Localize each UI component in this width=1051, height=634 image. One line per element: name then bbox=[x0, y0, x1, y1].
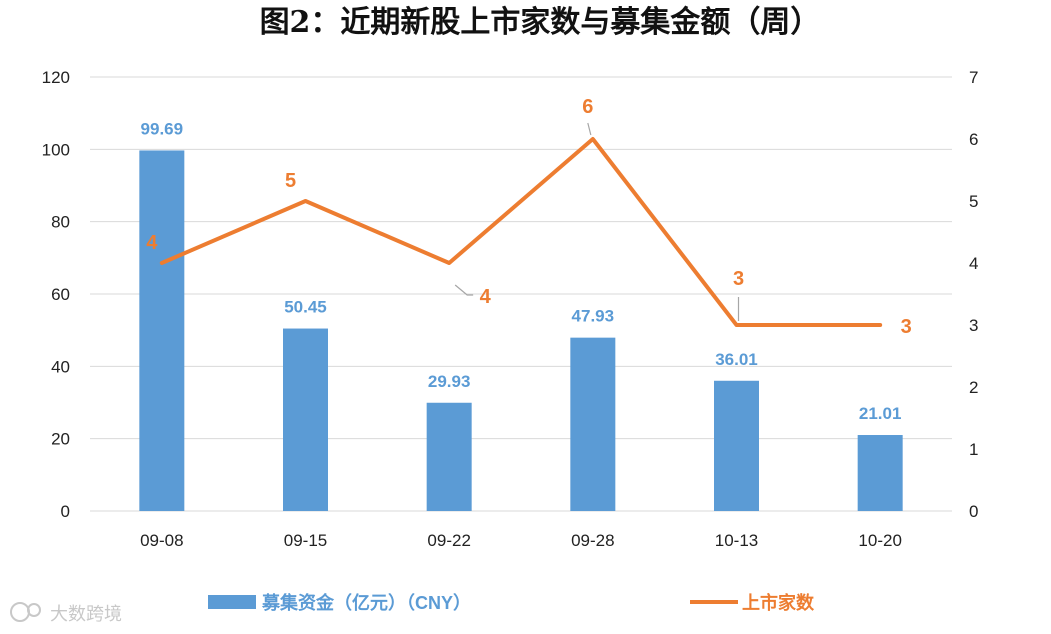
y-right-tick-label: 4 bbox=[969, 254, 978, 273]
line-point bbox=[591, 137, 595, 141]
x-tick-label: 09-22 bbox=[427, 531, 470, 550]
y-axis-left: 0 20 40 60 80 100 120 bbox=[42, 68, 70, 521]
bar bbox=[857, 435, 903, 511]
bar-data-label: 50.45 bbox=[284, 298, 327, 317]
watermark-logo-dot-icon bbox=[27, 603, 41, 617]
legend: 募集资金（亿元）（CNY） 上市家数 bbox=[208, 592, 815, 613]
x-axis: 09-08 09-15 09-22 09-28 10-13 10-20 bbox=[140, 531, 902, 550]
y-left-tick-label: 80 bbox=[51, 213, 70, 232]
line-data-label: 4 bbox=[146, 232, 158, 254]
x-tick-label: 10-20 bbox=[858, 531, 901, 550]
line-data-label: 3 bbox=[733, 268, 744, 290]
bar bbox=[139, 150, 185, 511]
line-path bbox=[159, 137, 883, 327]
y-right-tick-label: 2 bbox=[969, 378, 978, 397]
line-point bbox=[878, 323, 882, 327]
y-left-tick-label: 100 bbox=[42, 140, 70, 159]
line-point bbox=[160, 261, 164, 265]
y-right-tick-label: 5 bbox=[969, 192, 978, 211]
leader-line bbox=[587, 122, 592, 136]
line-point bbox=[447, 261, 451, 265]
chart-title: 图2：近期新股上市家数与募集金额（周） bbox=[260, 5, 821, 40]
watermark-text: 大数跨境 bbox=[50, 604, 122, 624]
bar-data-label: 21.01 bbox=[859, 404, 902, 423]
y-left-tick-label: 40 bbox=[51, 357, 70, 376]
y-left-tick-label: 0 bbox=[61, 502, 70, 521]
x-tick-label: 09-15 bbox=[284, 531, 327, 550]
y-right-tick-label: 6 bbox=[969, 130, 978, 149]
legend-bar-label: 募集资金（亿元）（CNY） bbox=[261, 592, 471, 613]
watermark-logo-icon bbox=[10, 602, 30, 622]
bar-data-label: 36.01 bbox=[715, 350, 758, 369]
line-data-label: 6 bbox=[582, 96, 593, 118]
x-tick-label: 09-28 bbox=[571, 531, 614, 550]
bar bbox=[426, 402, 472, 511]
x-tick-label: 09-08 bbox=[140, 531, 183, 550]
x-tick-label: 10-13 bbox=[715, 531, 758, 550]
bar-data-label: 99.69 bbox=[141, 119, 184, 138]
gridlines bbox=[90, 76, 952, 512]
y-left-tick-label: 120 bbox=[42, 68, 70, 87]
y-left-tick-label: 20 bbox=[51, 430, 70, 449]
bar-data-label: 47.93 bbox=[572, 307, 615, 326]
y-left-tick-label: 60 bbox=[51, 285, 70, 304]
bar bbox=[283, 328, 328, 511]
y-right-tick-label: 7 bbox=[969, 68, 978, 87]
line-series: 4 5 4 6 3 3 bbox=[146, 96, 911, 338]
bar-data-label: 29.93 bbox=[428, 372, 471, 391]
y-right-tick-label: 0 bbox=[969, 502, 978, 521]
bar-series: 99.69 50.45 29.93 47.93 36.01 21.01 bbox=[139, 119, 903, 511]
line-point bbox=[735, 323, 738, 327]
y-right-tick-label: 1 bbox=[969, 440, 978, 459]
y-axis-right: 0 1 2 3 4 5 6 7 bbox=[969, 68, 978, 521]
y-right-tick-label: 3 bbox=[969, 316, 978, 335]
legend-line-label: 上市家数 bbox=[742, 592, 815, 613]
bar bbox=[714, 380, 759, 511]
line-data-label: 4 bbox=[480, 286, 492, 308]
legend-bar-swatch bbox=[208, 595, 256, 609]
line-data-label: 3 bbox=[901, 316, 912, 338]
leader-line bbox=[454, 284, 474, 296]
leader-lines bbox=[454, 122, 740, 321]
watermark: 大数跨境 bbox=[10, 602, 122, 624]
bar bbox=[570, 337, 616, 511]
line-data-label: 5 bbox=[285, 170, 296, 192]
line-point bbox=[304, 199, 307, 203]
